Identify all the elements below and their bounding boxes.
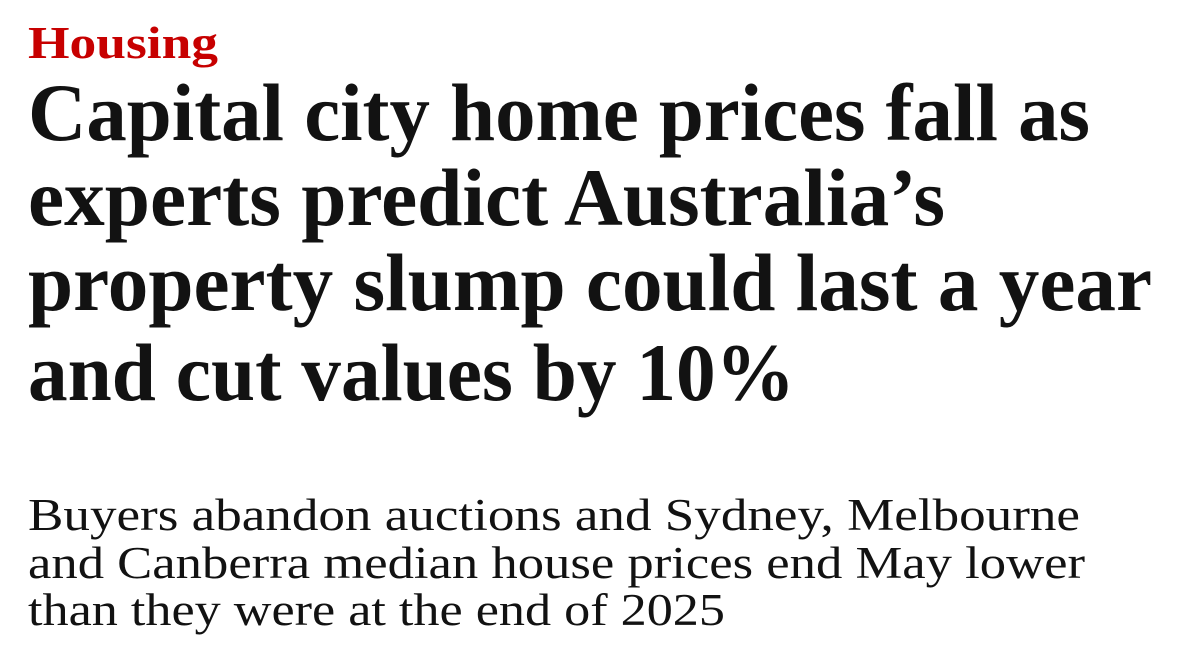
headline-line: experts predict Australia’s xyxy=(28,152,945,243)
kicker: Housing xyxy=(28,17,218,68)
headline-line: and cut values by 10% xyxy=(28,327,795,418)
standfirst-line: Buyers abandon auctions and Sydney, Melb… xyxy=(28,490,1080,540)
headline-line: Capital city home prices fall as xyxy=(28,67,1090,158)
standfirst-line: and Canberra median house prices end May… xyxy=(28,538,1085,588)
standfirst-line: than they were at the end of 2025 xyxy=(28,585,725,635)
headline-line: property slump could last a year xyxy=(28,237,1152,328)
